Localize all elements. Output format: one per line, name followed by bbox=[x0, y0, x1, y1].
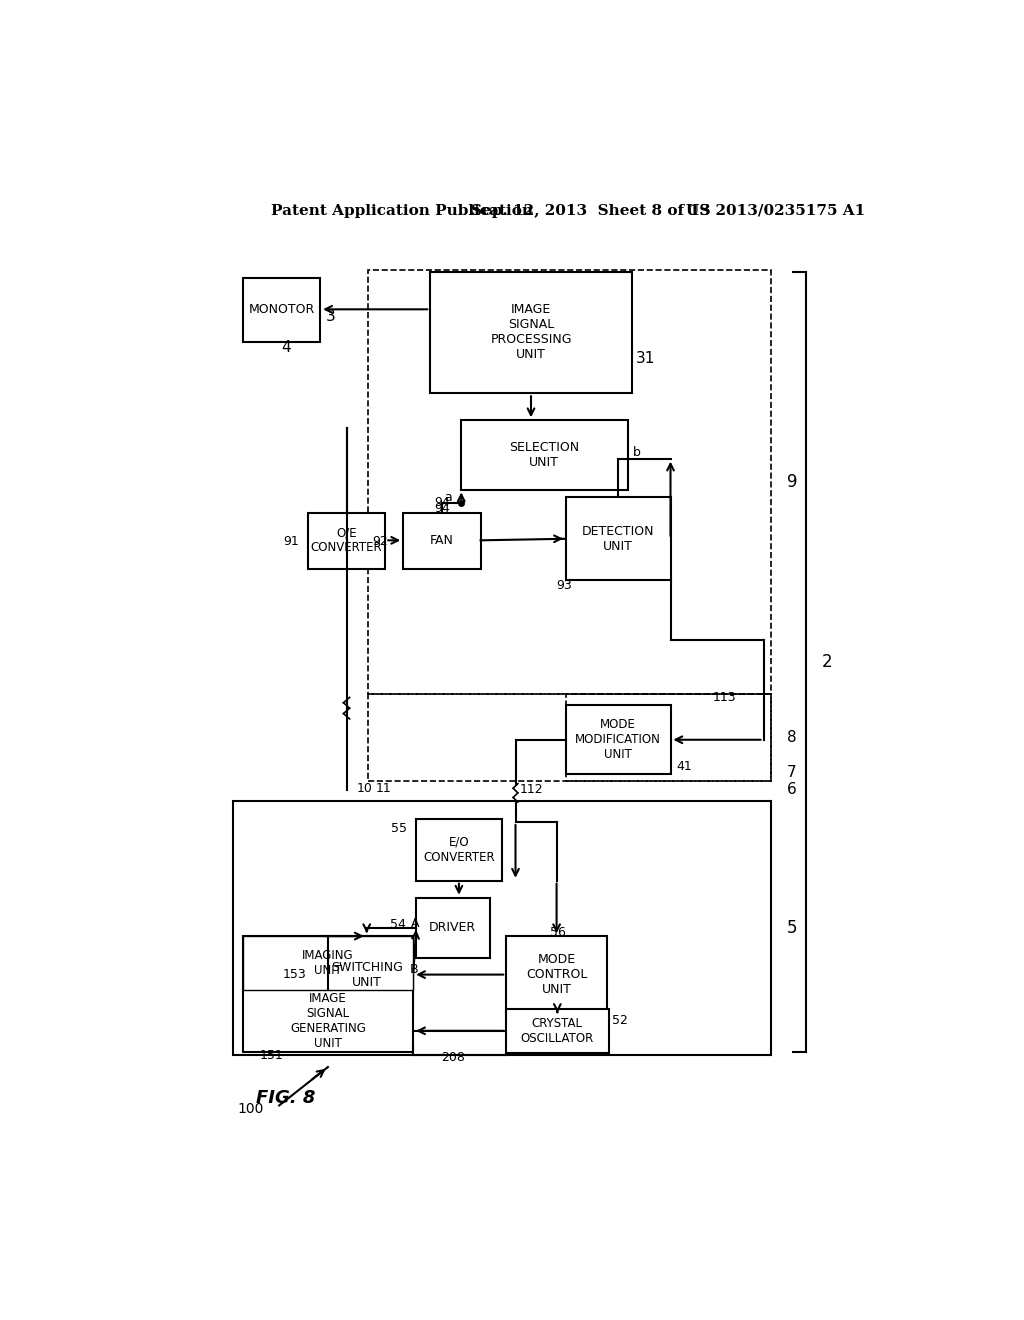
Bar bbox=[243, 936, 414, 990]
Text: Patent Application Publication: Patent Application Publication bbox=[271, 203, 534, 218]
Bar bbox=[566, 705, 671, 775]
Text: 92: 92 bbox=[372, 536, 388, 548]
Bar bbox=[321, 936, 414, 1014]
Text: FIG. 8: FIG. 8 bbox=[256, 1089, 315, 1106]
Text: 5: 5 bbox=[786, 920, 798, 937]
Text: A: A bbox=[411, 916, 420, 929]
Text: a: a bbox=[444, 491, 452, 504]
Text: 10: 10 bbox=[356, 781, 373, 795]
Text: SELECTION
UNIT: SELECTION UNIT bbox=[509, 441, 580, 469]
Text: O/E
CONVERTER: O/E CONVERTER bbox=[310, 527, 382, 554]
Text: 94: 94 bbox=[434, 496, 450, 510]
Bar bbox=[461, 420, 628, 490]
Text: 31: 31 bbox=[636, 351, 655, 366]
Text: CRYSTAL
OSCILLATOR: CRYSTAL OSCILLATOR bbox=[521, 1016, 594, 1045]
Text: 11: 11 bbox=[376, 781, 392, 795]
Text: 55: 55 bbox=[391, 822, 407, 834]
Bar bbox=[566, 498, 671, 581]
Text: 151: 151 bbox=[260, 1049, 284, 1063]
Text: 3: 3 bbox=[326, 309, 336, 323]
Text: MODE
CONTROL
UNIT: MODE CONTROL UNIT bbox=[526, 953, 587, 997]
Bar bbox=[243, 936, 414, 1052]
Bar bbox=[403, 512, 480, 569]
Text: 4: 4 bbox=[282, 339, 291, 355]
Text: IMAGE
SIGNAL
GENERATING
UNIT: IMAGE SIGNAL GENERATING UNIT bbox=[290, 991, 366, 1049]
Text: MODE
MODIFICATION
UNIT: MODE MODIFICATION UNIT bbox=[574, 718, 660, 762]
Text: 6: 6 bbox=[786, 783, 797, 797]
Text: IMAGING
UNIT: IMAGING UNIT bbox=[302, 949, 353, 977]
Text: 7: 7 bbox=[786, 766, 797, 780]
Text: 56: 56 bbox=[550, 925, 566, 939]
Text: 9: 9 bbox=[786, 473, 798, 491]
Text: 41: 41 bbox=[677, 760, 692, 774]
Bar bbox=[566, 693, 771, 780]
Text: 8: 8 bbox=[786, 730, 797, 744]
Text: 112: 112 bbox=[519, 783, 543, 796]
Bar bbox=[369, 271, 771, 693]
Text: B: B bbox=[410, 962, 419, 975]
Bar bbox=[506, 1010, 608, 1053]
Text: DRIVER: DRIVER bbox=[429, 921, 476, 935]
Text: 94: 94 bbox=[434, 502, 450, 515]
Bar bbox=[430, 272, 632, 393]
Text: 93: 93 bbox=[557, 579, 572, 593]
Bar bbox=[243, 277, 321, 342]
Bar bbox=[232, 801, 771, 1056]
Bar bbox=[308, 512, 385, 569]
Bar bbox=[369, 693, 771, 780]
Text: MONOTOR: MONOTOR bbox=[249, 302, 314, 315]
Text: 54: 54 bbox=[389, 917, 406, 931]
Text: FAN: FAN bbox=[430, 533, 454, 546]
Text: 100: 100 bbox=[238, 1102, 263, 1117]
Text: b: b bbox=[633, 446, 641, 459]
Text: E/O
CONVERTER: E/O CONVERTER bbox=[423, 836, 495, 863]
Text: 2: 2 bbox=[821, 653, 833, 671]
Text: IMAGE
SIGNAL
PROCESSING
UNIT: IMAGE SIGNAL PROCESSING UNIT bbox=[490, 304, 571, 362]
Bar bbox=[417, 818, 502, 880]
Text: 208: 208 bbox=[441, 1051, 466, 1064]
Text: SWITCHING
UNIT: SWITCHING UNIT bbox=[331, 961, 402, 989]
Bar bbox=[417, 898, 489, 958]
Bar bbox=[506, 936, 607, 1014]
Text: DETECTION
UNIT: DETECTION UNIT bbox=[582, 525, 654, 553]
Text: 52: 52 bbox=[612, 1014, 629, 1027]
Text: 113: 113 bbox=[713, 690, 736, 704]
Text: Sep. 12, 2013  Sheet 8 of 13: Sep. 12, 2013 Sheet 8 of 13 bbox=[471, 203, 711, 218]
Text: 153: 153 bbox=[283, 968, 306, 981]
Text: 91: 91 bbox=[283, 536, 299, 548]
Text: US 2013/0235175 A1: US 2013/0235175 A1 bbox=[686, 203, 865, 218]
